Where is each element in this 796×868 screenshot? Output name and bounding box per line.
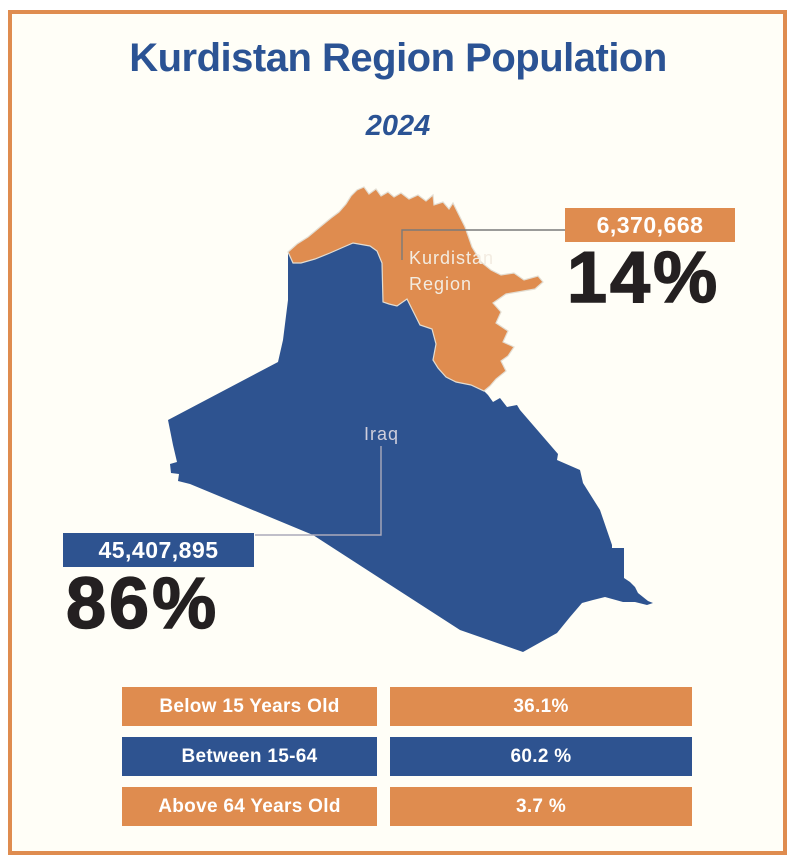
kurdistan-region-shape [287,186,544,392]
age-row-value: 36.1% [390,687,692,726]
table-row: Between 15-64 60.2 % [122,737,692,776]
kurdistan-population-badge: 6,370,668 [565,208,735,242]
iraq-country-shape [168,187,653,652]
age-row-value: 3.7 % [390,787,692,826]
age-row-value: 60.2 % [390,737,692,776]
kurdistan-connector-line [401,229,565,260]
kurdistan-region-label-line1: Kurdistan [409,248,494,268]
age-row-label: Between 15-64 [122,737,377,776]
year-subtitle: 2024 [365,110,431,142]
kurdistan-region-label-line2: Region [409,274,472,294]
age-distribution-table: Below 15 Years Old 36.1% Between 15-64 6… [122,687,692,837]
iraq-label: Iraq [364,424,399,444]
iraq-percent: 86% [65,564,220,644]
table-row: Below 15 Years Old 36.1% [122,687,692,726]
table-row: Above 64 Years Old 3.7 % [122,787,692,826]
page-title: Kurdistan Region Population [129,36,667,80]
kurdistan-percent: 14% [566,238,721,318]
iraq-connector-line [255,446,382,536]
iraq-population-badge: 45,407,895 [63,533,254,567]
age-row-label: Below 15 Years Old [122,687,377,726]
age-row-label: Above 64 Years Old [122,787,377,826]
